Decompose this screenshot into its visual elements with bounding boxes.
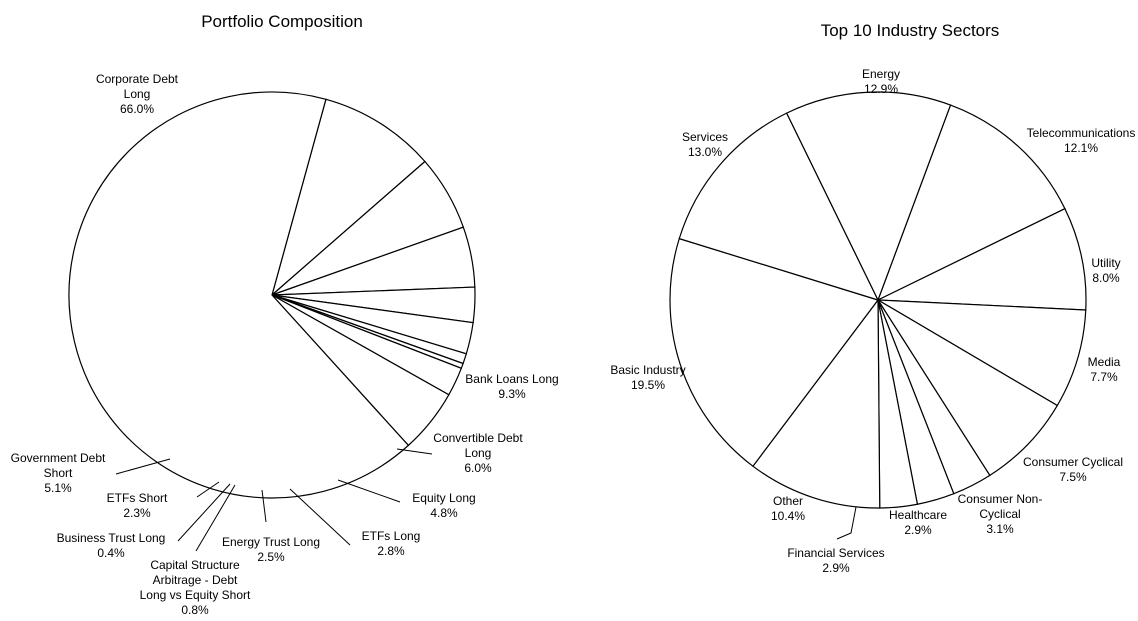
slice-value-government-debt-short: 5.1%	[44, 481, 72, 495]
slice-value-business-trust-long: 0.4%	[97, 546, 125, 560]
slice-label-other: Other 10.4%	[771, 494, 805, 523]
slice-value-consumer-cyclical: 7.5%	[1059, 470, 1087, 484]
slice-telecommunications	[876, 104, 1066, 302]
slice-label-services: Services 13.0%	[682, 130, 728, 159]
portfolio-composition-pie: Bank Loans Long 9.3%Convertible Debt Long 6…	[11, 72, 559, 617]
slice-label-line: Utility	[1091, 256, 1120, 270]
slice-label-energy: Energy 12.9%	[862, 67, 900, 96]
leader-line-business-trust-long	[177, 483, 231, 542]
slice-label-healthcare: Healthcare 2.9%	[889, 508, 947, 537]
leader-line-government-debt-short	[115, 458, 171, 475]
leader-line-convertible-debt-long	[396, 448, 433, 455]
leader-line-etfs-long	[289, 488, 351, 546]
slice-label-line: Services	[682, 130, 728, 144]
slice-label-etfs-short: ETFs Short 2.3%	[107, 491, 168, 520]
slice-label-line: Convertible Debt	[433, 431, 523, 445]
slice-corporate-debt-long	[68, 91, 410, 499]
slice-label-line: Media	[1088, 355, 1121, 369]
slice-label-consumer-cyclical: Consumer Cyclical 7.5%	[1023, 455, 1123, 484]
slice-label-financial-services: Financial Services 2.9%	[787, 546, 884, 575]
slice-media	[877, 299, 1087, 407]
slice-services	[678, 112, 880, 301]
slice-value-basic-industry: 19.5%	[631, 378, 665, 392]
industry-sectors-pie: Telecommunications 12.1%Utility 8.0%Media 7…	[610, 67, 1135, 575]
slice-value-healthcare: 2.9%	[904, 523, 932, 537]
slice-value-consumer-non-cyclical: 3.1%	[986, 522, 1014, 536]
slice-label-line: Capital Structure	[150, 558, 240, 572]
slice-label-energy-trust-long: Energy Trust Long 2.5%	[222, 535, 320, 564]
slice-label-business-trust-long: Business Trust Long 0.4%	[57, 531, 166, 560]
slice-label-convertible-debt-long: Convertible Debt Long 6.0%	[433, 431, 523, 475]
slice-value-energy: 12.9%	[864, 82, 898, 96]
slice-label-line: ETFs Short	[107, 491, 168, 505]
slice-energy	[785, 91, 952, 302]
slice-value-corporate-debt-long: 66.0%	[120, 102, 154, 116]
leader-line-equity-long	[337, 479, 401, 503]
industry-sectors-title: Top 10 Industry Sectors	[821, 21, 1000, 40]
slice-consumer-cyclical	[877, 299, 1059, 477]
slice-label-line: Other	[773, 494, 803, 508]
slice-value-convertible-debt-long: 6.0%	[464, 461, 492, 475]
slice-label-line: Healthcare	[889, 508, 947, 522]
slice-label-line: Short	[44, 466, 73, 480]
slice-label-utility: Utility 8.0%	[1091, 256, 1120, 285]
slice-value-utility: 8.0%	[1092, 271, 1120, 285]
slice-value-capital-structure-arbitrage-debt-long-vs-equity-short: 0.8%	[181, 603, 209, 617]
slice-value-etfs-short: 2.3%	[123, 506, 151, 520]
slice-value-equity-long: 4.8%	[430, 506, 458, 520]
slice-label-line: Financial Services	[787, 546, 884, 560]
portfolio-composition-title: Portfolio Composition	[201, 12, 363, 31]
slice-label-line: Arbitrage - Debt	[153, 573, 238, 587]
slice-label-line: Corporate Debt	[96, 72, 179, 86]
slice-label-line: Long	[124, 87, 151, 101]
slice-label-capital-structure-arbitrage-debt-long-vs-equity-short: Capital Structure Arbitrage - Debt Long vs…	[140, 558, 251, 617]
slice-value-other: 10.4%	[771, 509, 805, 523]
slice-label-government-debt-short: Government Debt Short 5.1%	[11, 451, 106, 495]
slice-label-line: Long vs Equity Short	[140, 588, 251, 602]
slice-label-equity-long: Equity Long 4.8%	[412, 491, 475, 520]
slice-value-telecommunications: 12.1%	[1064, 141, 1098, 155]
slice-label-corporate-debt-long: Corporate Debt Long 66.0%	[96, 72, 179, 116]
slice-value-services: 13.0%	[688, 145, 722, 159]
slice-label-telecommunications: Telecommunications 12.1%	[1027, 126, 1136, 155]
slice-label-line: Consumer Cyclical	[1023, 455, 1123, 469]
slice-value-energy-trust-long: 2.5%	[257, 550, 285, 564]
slice-label-line: Telecommunications	[1027, 126, 1136, 140]
slice-label-line: Long	[465, 446, 492, 460]
slice-label-line: Bank Loans Long	[465, 372, 558, 386]
slice-label-line: Business Trust Long	[57, 531, 166, 545]
slice-label-line: ETFs Long	[362, 529, 421, 543]
slice-label-consumer-non-cyclical: Consumer Non-Cyclical 3.1%	[958, 492, 1043, 536]
slice-label-line: Government Debt	[11, 451, 106, 465]
slice-bank-loans-long	[270, 98, 426, 297]
slice-other	[752, 298, 881, 509]
leader-line-energy-trust-long	[261, 489, 267, 523]
slice-value-financial-services: 2.9%	[822, 561, 850, 575]
slice-utility	[877, 207, 1087, 311]
slice-label-line: Energy	[862, 67, 900, 81]
slice-basic-industry	[669, 237, 879, 468]
leader-line-financial-services	[836, 506, 857, 540]
slice-label-line: Energy Trust Long	[222, 535, 320, 549]
slice-label-basic-industry: Basic Industry 19.5%	[610, 363, 685, 392]
slice-label-line: Consumer Non-	[958, 492, 1043, 506]
leader-line-etfs-short	[196, 481, 220, 498]
slice-label-bank-loans-long: Bank Loans Long 9.3%	[465, 372, 558, 401]
slice-label-media: Media 7.7%	[1088, 355, 1121, 384]
slice-label-line: Basic Industry	[610, 363, 685, 377]
slice-label-etfs-long: ETFs Long 2.8%	[362, 529, 421, 558]
slice-value-media: 7.7%	[1090, 370, 1118, 384]
slice-label-line: Equity Long	[412, 491, 475, 505]
slice-value-bank-loans-long: 9.3%	[498, 387, 526, 401]
leader-line-capital-structure-arbitrage-debt-long-vs-equity-short	[195, 484, 236, 552]
slice-label-line: Cyclical	[979, 507, 1020, 521]
slice-value-etfs-long: 2.8%	[377, 544, 405, 558]
